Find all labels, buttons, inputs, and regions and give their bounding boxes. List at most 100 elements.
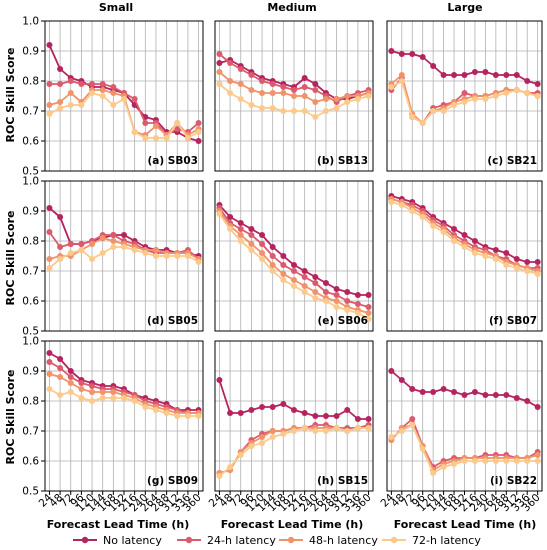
legend-swatch-marker xyxy=(185,536,193,544)
data-point xyxy=(492,392,499,398)
panel-frame xyxy=(44,180,204,332)
data-point xyxy=(110,244,117,250)
data-point xyxy=(227,214,234,220)
data-point xyxy=(152,123,159,129)
data-point xyxy=(280,253,287,259)
legend-item-no-latency: No latency xyxy=(73,534,162,547)
data-point xyxy=(492,247,499,253)
data-point xyxy=(430,389,437,395)
data-point xyxy=(344,99,351,105)
y-tick-label: 0.6 xyxy=(22,136,39,148)
data-point xyxy=(451,461,458,467)
y-axis-label-row-2: ROC Skill Score xyxy=(4,211,17,306)
data-point xyxy=(461,232,468,238)
data-point xyxy=(312,413,319,419)
data-point xyxy=(99,395,106,401)
data-point xyxy=(195,413,202,419)
series-72-h-latency xyxy=(388,78,541,126)
data-point xyxy=(312,99,319,105)
data-point xyxy=(67,380,74,386)
data-point xyxy=(388,84,395,90)
y-axis-label-row-1: ROC Skill Score xyxy=(4,48,17,143)
data-point xyxy=(409,422,416,428)
series-no-latency xyxy=(216,377,372,422)
legend-item-24-h-latency: 24-h latency xyxy=(177,534,276,547)
data-point xyxy=(174,413,181,419)
legend-label: 48-h latency xyxy=(309,534,378,547)
panel-label: (c) SB21 xyxy=(487,155,537,167)
data-point xyxy=(78,386,85,392)
panel-sb07: (f) SB07 xyxy=(386,180,543,332)
data-point xyxy=(46,102,53,108)
data-point xyxy=(322,413,329,419)
data-point xyxy=(451,102,458,108)
data-point xyxy=(237,238,244,244)
data-point xyxy=(216,60,223,66)
data-point xyxy=(269,434,276,440)
data-point xyxy=(365,292,372,298)
data-point xyxy=(440,229,447,235)
data-point xyxy=(248,232,255,238)
panel-label: (h) SB15 xyxy=(317,475,368,487)
data-point xyxy=(440,108,447,114)
data-point xyxy=(259,434,266,440)
data-point xyxy=(301,410,308,416)
data-point xyxy=(142,250,149,256)
data-point xyxy=(344,307,351,313)
data-point xyxy=(216,377,223,383)
data-point xyxy=(409,416,416,422)
data-point xyxy=(461,90,468,96)
data-point xyxy=(388,368,395,374)
data-point xyxy=(419,214,426,220)
data-point xyxy=(78,102,85,108)
y-tick-label: 0.6 xyxy=(22,456,39,468)
data-point xyxy=(46,359,53,365)
data-point xyxy=(99,389,106,395)
panel-label: (i) SB22 xyxy=(490,475,537,487)
data-point xyxy=(333,304,340,310)
data-point xyxy=(534,81,541,87)
data-point xyxy=(131,398,138,404)
data-point xyxy=(301,283,308,289)
panel-label: (f) SB07 xyxy=(489,315,537,327)
data-point xyxy=(269,404,276,410)
data-point xyxy=(513,458,520,464)
data-point xyxy=(344,407,351,413)
data-point xyxy=(280,262,287,268)
data-point xyxy=(99,93,106,99)
panel-label: (a) SB03 xyxy=(147,155,198,167)
data-point xyxy=(513,395,520,401)
column-title-large: Large xyxy=(447,1,482,14)
data-point xyxy=(78,247,85,253)
data-point xyxy=(89,398,96,404)
data-point xyxy=(291,277,297,283)
x-axis-label-col-3: Forecast Lead Time (h) xyxy=(394,518,537,531)
data-point xyxy=(388,199,395,205)
data-point xyxy=(461,72,468,78)
data-point xyxy=(89,90,96,96)
data-point xyxy=(46,371,53,377)
data-point xyxy=(388,434,395,440)
data-point xyxy=(67,102,74,108)
data-point xyxy=(195,138,202,144)
data-point xyxy=(67,78,74,84)
data-point xyxy=(248,407,255,413)
data-point xyxy=(99,87,106,93)
y-tick-label: 0.5 xyxy=(22,326,39,338)
legend-item-72-h-latency: 72-h latency xyxy=(382,534,481,547)
data-point xyxy=(269,253,276,259)
data-point xyxy=(184,413,191,419)
series-no-latency xyxy=(388,48,541,87)
data-point xyxy=(67,90,74,96)
data-point xyxy=(322,298,329,304)
data-point xyxy=(227,78,234,84)
data-point xyxy=(451,238,458,244)
data-point xyxy=(524,458,531,464)
y-axis-label-row-3: ROC Skill Score xyxy=(4,370,17,465)
data-point xyxy=(365,93,372,99)
data-point xyxy=(534,458,541,464)
panel-frame xyxy=(214,180,374,332)
data-point xyxy=(534,259,541,265)
column-title-medium: Medium xyxy=(267,1,316,14)
panel-sb13: (b) SB13 xyxy=(214,20,374,172)
